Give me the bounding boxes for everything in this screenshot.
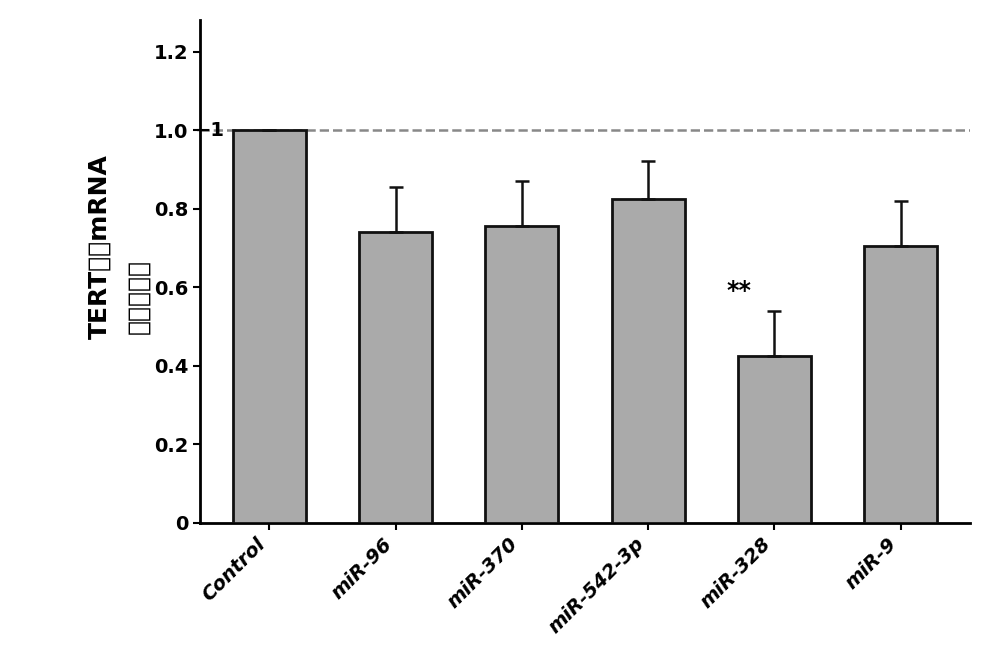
Bar bbox=[233, 130, 306, 523]
Text: **: ** bbox=[726, 279, 752, 303]
Text: 表达的改变: 表达的改变 bbox=[126, 259, 150, 334]
Bar bbox=[359, 232, 432, 523]
Text: TERT基因mRNA: TERT基因mRNA bbox=[88, 154, 112, 338]
Bar bbox=[738, 356, 811, 523]
Bar bbox=[485, 226, 558, 523]
Text: −1: −1 bbox=[195, 121, 225, 139]
Bar bbox=[864, 246, 937, 523]
Bar bbox=[612, 199, 685, 523]
